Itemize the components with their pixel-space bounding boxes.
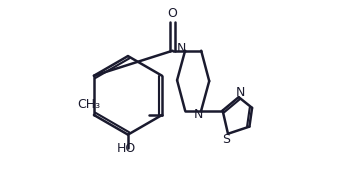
Text: O: O <box>168 7 178 20</box>
Text: N: N <box>194 108 203 121</box>
Text: CH₃: CH₃ <box>77 98 100 111</box>
Text: N: N <box>177 42 186 55</box>
Text: S: S <box>222 133 230 146</box>
Text: HO: HO <box>117 142 136 156</box>
Text: N: N <box>236 86 245 99</box>
